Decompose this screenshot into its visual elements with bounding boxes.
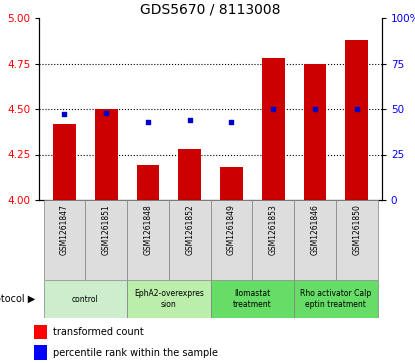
Bar [345, 40, 368, 200]
Bar [262, 58, 285, 200]
Bar [211, 280, 294, 318]
Title: GDS5670 / 8113008: GDS5670 / 8113008 [140, 3, 281, 17]
Point [103, 110, 110, 115]
Point [228, 119, 235, 125]
Text: percentile rank within the sample: percentile rank within the sample [53, 347, 218, 358]
Point [354, 106, 360, 112]
Point [61, 111, 68, 117]
Text: GSM1261851: GSM1261851 [102, 204, 111, 255]
Bar [336, 200, 378, 280]
Bar [211, 200, 252, 280]
Text: GSM1261849: GSM1261849 [227, 204, 236, 255]
Point [145, 119, 151, 125]
Point [186, 117, 193, 123]
Bar [44, 280, 127, 318]
Bar [44, 200, 85, 280]
Text: GSM1261850: GSM1261850 [352, 204, 361, 255]
Bar [137, 166, 159, 200]
Bar [303, 64, 327, 200]
Bar [252, 200, 294, 280]
Text: control: control [72, 294, 99, 303]
Text: GSM1261847: GSM1261847 [60, 204, 69, 255]
Text: EphA2-overexpres
sion: EphA2-overexpres sion [134, 289, 204, 309]
Bar [127, 280, 211, 318]
Bar [220, 167, 243, 200]
Bar [34, 325, 47, 339]
Bar [294, 200, 336, 280]
Bar [53, 123, 76, 200]
Text: protocol ▶: protocol ▶ [0, 294, 35, 304]
Text: GSM1261848: GSM1261848 [144, 204, 152, 255]
Text: GSM1261853: GSM1261853 [269, 204, 278, 255]
Bar [169, 200, 210, 280]
Bar [95, 109, 118, 200]
Point [312, 106, 318, 112]
Text: Ilomastat
treatment: Ilomastat treatment [233, 289, 272, 309]
Text: Rho activator Calp
eptin treatment: Rho activator Calp eptin treatment [300, 289, 371, 309]
Bar [178, 149, 201, 200]
Text: transformed count: transformed count [53, 327, 144, 337]
Text: GSM1261846: GSM1261846 [310, 204, 320, 255]
Bar [127, 200, 169, 280]
Text: GSM1261852: GSM1261852 [185, 204, 194, 255]
Bar [85, 200, 127, 280]
Bar [34, 346, 47, 360]
Bar [294, 280, 378, 318]
Point [270, 106, 276, 112]
